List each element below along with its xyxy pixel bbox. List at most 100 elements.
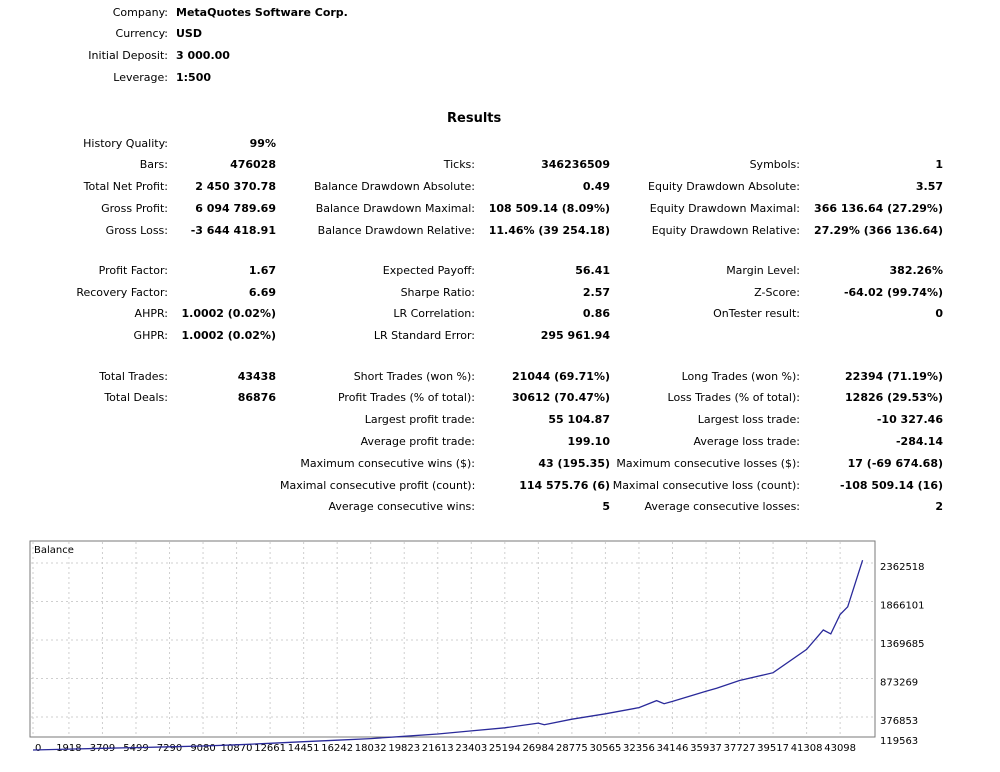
stat-value: 476028 bbox=[230, 158, 276, 171]
stat-label: LR Correlation: bbox=[393, 307, 475, 320]
stat-value: 0 bbox=[935, 307, 943, 320]
stat-value: 12826 (29.53%) bbox=[845, 391, 943, 404]
initial-deposit-value: 3 000.00 bbox=[176, 49, 230, 62]
stat-value: 6 094 789.69 bbox=[195, 202, 276, 215]
stat-value: 2 450 370.78 bbox=[195, 180, 276, 193]
x-tick-label: 34146 bbox=[657, 743, 689, 754]
stat-label: Margin Level: bbox=[726, 264, 800, 277]
stat-value: 11.46% (39 254.18) bbox=[488, 224, 610, 237]
x-tick-label: 18032 bbox=[355, 743, 387, 754]
stat-label: Profit Trades (% of total): bbox=[337, 391, 475, 404]
stat-label: GHPR: bbox=[133, 329, 168, 342]
stat-value: 56.41 bbox=[575, 264, 610, 277]
chart-title: Balance bbox=[34, 545, 74, 556]
stat-value: 295 961.94 bbox=[540, 329, 610, 342]
stat-label: Recovery Factor: bbox=[76, 286, 168, 299]
x-tick-label: 26984 bbox=[522, 743, 554, 754]
y-tick-label: 119563 bbox=[880, 736, 918, 747]
x-tick-label: 21613 bbox=[422, 743, 454, 754]
x-tick-label: 14451 bbox=[288, 743, 320, 754]
stat-value: 3.57 bbox=[915, 180, 943, 193]
stat-value: -64.02 (99.74%) bbox=[843, 286, 943, 299]
stat-value: -108 509.14 (16) bbox=[840, 479, 943, 492]
stat-value: 86876 bbox=[237, 391, 276, 404]
stat-label: Equity Drawdown Relative: bbox=[651, 224, 800, 237]
currency-value: USD bbox=[176, 27, 202, 40]
company-label: Company: bbox=[112, 6, 168, 19]
balance-line bbox=[32, 560, 864, 751]
stat-label: Total Deals: bbox=[104, 391, 168, 404]
stat-label: Equity Drawdown Maximal: bbox=[649, 202, 800, 215]
stat-label: Short Trades (won %): bbox=[353, 370, 475, 383]
x-tick-label: 23403 bbox=[455, 743, 487, 754]
x-tick-label: 9080 bbox=[190, 743, 215, 754]
x-tick-label: 43098 bbox=[824, 743, 856, 754]
stat-label: Z-Score: bbox=[754, 286, 800, 299]
x-tick-label: 35937 bbox=[690, 743, 722, 754]
stat-value: 55 104.87 bbox=[548, 413, 610, 426]
stat-label: Average consecutive losses: bbox=[644, 500, 800, 513]
stat-value: 1.0002 (0.02%) bbox=[181, 307, 277, 320]
stat-label: AHPR: bbox=[134, 307, 168, 320]
stat-label: History Quality: bbox=[83, 137, 168, 150]
stat-value: 1.0002 (0.02%) bbox=[181, 329, 277, 342]
stat-label: Total Net Profit: bbox=[83, 180, 168, 193]
x-tick-label: 19823 bbox=[388, 743, 420, 754]
x-tick-label: 7290 bbox=[157, 743, 182, 754]
initial-deposit-label: Initial Deposit: bbox=[88, 49, 168, 62]
stat-value: 108 509.14 (8.09%) bbox=[488, 202, 610, 215]
stat-label: Largest profit trade: bbox=[364, 413, 475, 426]
stat-label: Gross Loss: bbox=[105, 224, 168, 237]
currency-label: Currency: bbox=[115, 27, 168, 40]
stat-label: Balance Drawdown Absolute: bbox=[313, 180, 475, 193]
x-tick-label: 25194 bbox=[489, 743, 521, 754]
stat-value: 0.49 bbox=[582, 180, 610, 193]
stat-label: Total Trades: bbox=[99, 370, 168, 383]
y-tick-label: 376853 bbox=[880, 716, 918, 727]
stat-value: 199.10 bbox=[567, 435, 610, 448]
stat-value: 2 bbox=[935, 500, 943, 513]
stat-value: 99% bbox=[249, 137, 276, 150]
x-tick-label: 0 bbox=[35, 743, 41, 754]
stat-label: Maximum consecutive wins ($): bbox=[300, 457, 475, 470]
company-value: MetaQuotes Software Corp. bbox=[176, 6, 348, 19]
stat-value: -284.14 bbox=[895, 435, 943, 448]
stat-label: Equity Drawdown Absolute: bbox=[648, 180, 800, 193]
stat-label: Largest loss trade: bbox=[697, 413, 800, 426]
stat-label: Long Trades (won %): bbox=[681, 370, 800, 383]
stat-value: 346236509 bbox=[541, 158, 610, 171]
stat-value: 366 136.64 (27.29%) bbox=[814, 202, 943, 215]
stat-label: Symbols: bbox=[749, 158, 800, 171]
stat-value: 1 bbox=[935, 158, 943, 171]
x-tick-label: 37727 bbox=[724, 743, 756, 754]
x-tick-label: 10870 bbox=[221, 743, 253, 754]
stat-label: Loss Trades (% of total): bbox=[667, 391, 800, 404]
stat-value: 6.69 bbox=[248, 286, 276, 299]
x-tick-label: 39517 bbox=[757, 743, 789, 754]
stat-value: 22394 (71.19%) bbox=[845, 370, 943, 383]
x-tick-label: 16242 bbox=[321, 743, 353, 754]
x-tick-label: 28775 bbox=[556, 743, 588, 754]
stat-label: Bars: bbox=[139, 158, 168, 171]
y-tick-label: 2362518 bbox=[880, 562, 925, 573]
stat-label: Maximum consecutive losses ($): bbox=[616, 457, 800, 470]
stat-label: Maximal consecutive profit (count): bbox=[280, 479, 476, 492]
stat-value: 30612 (70.47%) bbox=[512, 391, 610, 404]
stat-label: OnTester result: bbox=[713, 307, 800, 320]
stat-value: 17 (-69 674.68) bbox=[847, 457, 943, 470]
y-tick-label: 873269 bbox=[880, 678, 918, 689]
stat-label: Profit Factor: bbox=[98, 264, 168, 277]
stat-label: Average profit trade: bbox=[360, 435, 475, 448]
stat-value: 382.26% bbox=[889, 264, 943, 277]
stat-value: 0.86 bbox=[582, 307, 610, 320]
stat-value: 21044 (69.71%) bbox=[512, 370, 610, 383]
stat-value: -10 327.46 bbox=[876, 413, 943, 426]
stat-label: Maximal consecutive loss (count): bbox=[612, 479, 800, 492]
stat-value: -3 644 418.91 bbox=[190, 224, 276, 237]
stat-label: LR Standard Error: bbox=[373, 329, 475, 342]
leverage-value: 1:500 bbox=[176, 71, 212, 84]
x-tick-label: 30565 bbox=[590, 743, 622, 754]
stat-value: 114 575.76 (6) bbox=[519, 479, 610, 492]
stat-value: 43 (195.35) bbox=[538, 457, 610, 470]
